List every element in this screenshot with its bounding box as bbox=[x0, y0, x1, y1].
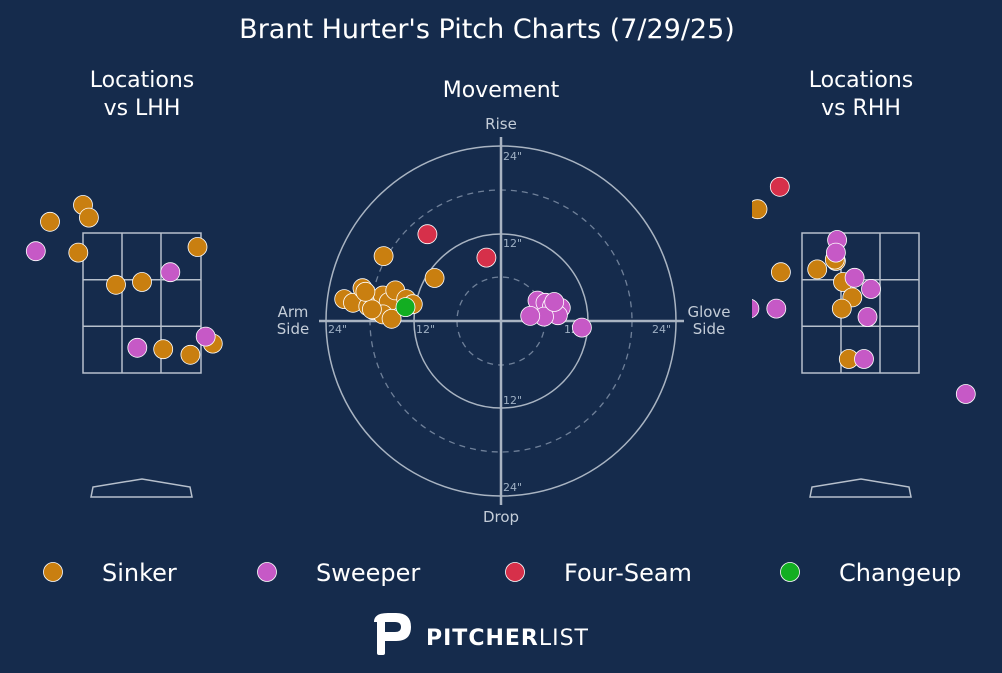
rhh-point-sweeper-5 bbox=[857, 307, 878, 327]
movement-point-changeup-1 bbox=[395, 297, 416, 318]
axis-label-rise: Rise bbox=[485, 115, 517, 133]
movement-point-sweeper-7 bbox=[520, 305, 541, 326]
rhh-point-sweeper-3 bbox=[844, 267, 865, 288]
legend-marker-sweeper bbox=[257, 562, 277, 582]
rhh-point-sinker-7 bbox=[831, 298, 852, 319]
ring-label-top-24: 24" bbox=[503, 150, 522, 163]
rhh-point-sweeper-8 bbox=[752, 299, 760, 319]
lhh-zone-box bbox=[82, 232, 202, 374]
brand-light: LIST bbox=[539, 626, 589, 651]
legend-label-sweeper: Sweeper bbox=[316, 559, 420, 587]
legend-label-changeup: Changeup bbox=[839, 559, 961, 587]
lhh-point-sinker-1 bbox=[40, 211, 60, 232]
movement-point-sweeper-8 bbox=[544, 292, 565, 312]
figure-title: Brant Hurter's Pitch Charts (7/29/25) bbox=[239, 14, 735, 45]
legend-label-sinker: Sinker bbox=[102, 559, 177, 587]
rhh-home-plate bbox=[809, 478, 912, 498]
movement-point-sinker-14 bbox=[381, 308, 402, 329]
movement-point-sinker-9 bbox=[361, 299, 382, 320]
lhh-point-sweeper-4 bbox=[127, 337, 148, 358]
lhh-point-sweeper-3 bbox=[195, 326, 216, 347]
ring-label-right-24: 24" bbox=[652, 323, 671, 336]
lhh-point-sweeper-1 bbox=[25, 241, 46, 262]
rhh-zone-box bbox=[801, 232, 920, 374]
rhh-point-sweeper-9 bbox=[955, 384, 976, 404]
movement-point-sinker-10 bbox=[355, 281, 376, 302]
ring-label-top-12: 12" bbox=[503, 237, 522, 250]
rhh-point-sinker-1 bbox=[752, 199, 768, 220]
rhh-point-sinker-3 bbox=[807, 259, 828, 280]
lhh-point-sweeper-2 bbox=[160, 262, 181, 283]
movement-point-four-seam-1 bbox=[417, 224, 438, 245]
ring-label-left-12: 12" bbox=[416, 323, 435, 336]
lhh-points bbox=[25, 195, 223, 365]
lhh-title-line1: Locations bbox=[90, 68, 195, 93]
movement-point-four-seam-2 bbox=[476, 247, 497, 268]
lhh-point-sinker-9 bbox=[180, 344, 201, 365]
movement-point-sinker-16 bbox=[373, 246, 394, 267]
movement-grid bbox=[319, 137, 684, 505]
movement-point-sinker-15 bbox=[424, 268, 445, 288]
movement-point-sweeper-9 bbox=[572, 317, 592, 338]
lhh-point-sinker-7 bbox=[187, 237, 208, 257]
legend: Sinker Sweeper Four-Seam Changeup bbox=[43, 559, 961, 587]
lhh-point-sinker-5 bbox=[106, 274, 126, 295]
ring-label-bottom-12: 12" bbox=[503, 394, 522, 407]
rhh-point-sweeper-6 bbox=[854, 349, 874, 369]
rhh-point-sinker-2 bbox=[771, 262, 791, 283]
lhh-point-sinker-6 bbox=[132, 272, 152, 292]
legend-marker-four-seam bbox=[505, 562, 525, 582]
brand-bold: PITCHER bbox=[426, 626, 539, 651]
axis-label-drop: Drop bbox=[483, 508, 519, 526]
legend-marker-changeup bbox=[780, 562, 800, 582]
rhh-point-sweeper-7 bbox=[766, 298, 787, 319]
svg-text:PITCHERLIST: PITCHERLIST bbox=[426, 626, 589, 651]
axis-label-arm-line2: Side bbox=[277, 320, 309, 338]
rhh-title-line2: vs RHH bbox=[821, 96, 901, 121]
ring-label-left-24: 24" bbox=[328, 323, 347, 336]
lhh-point-sinker-3 bbox=[79, 207, 99, 228]
rhh-points bbox=[752, 176, 976, 404]
rhh-title-line1: Locations bbox=[809, 68, 914, 93]
axis-label-arm-line1: Arm bbox=[278, 303, 309, 321]
lhh-point-sinker-8 bbox=[153, 339, 174, 360]
rhh-point-sweeper-4 bbox=[861, 279, 881, 299]
legend-marker-sinker bbox=[43, 562, 63, 582]
axis-label-glove-line2: Side bbox=[693, 320, 725, 338]
pitcherlist-logo-icon bbox=[374, 613, 411, 655]
lhh-point-sinker-4 bbox=[68, 242, 89, 263]
pitcherlist-logo: PITCHERLIST bbox=[374, 613, 589, 655]
movement-points bbox=[334, 224, 592, 338]
rhh-strike-zone bbox=[801, 232, 920, 374]
lhh-title-line2: vs LHH bbox=[104, 96, 181, 121]
movement-title: Movement bbox=[443, 78, 560, 103]
legend-label-four-seam: Four-Seam bbox=[564, 559, 692, 587]
lhh-home-plate bbox=[90, 478, 193, 498]
rhh-point-four-seam-1 bbox=[769, 176, 790, 197]
rhh-point-sweeper-2 bbox=[826, 242, 846, 263]
axis-label-glove-line1: Glove bbox=[687, 303, 730, 321]
ring-label-bottom-24: 24" bbox=[503, 481, 522, 494]
